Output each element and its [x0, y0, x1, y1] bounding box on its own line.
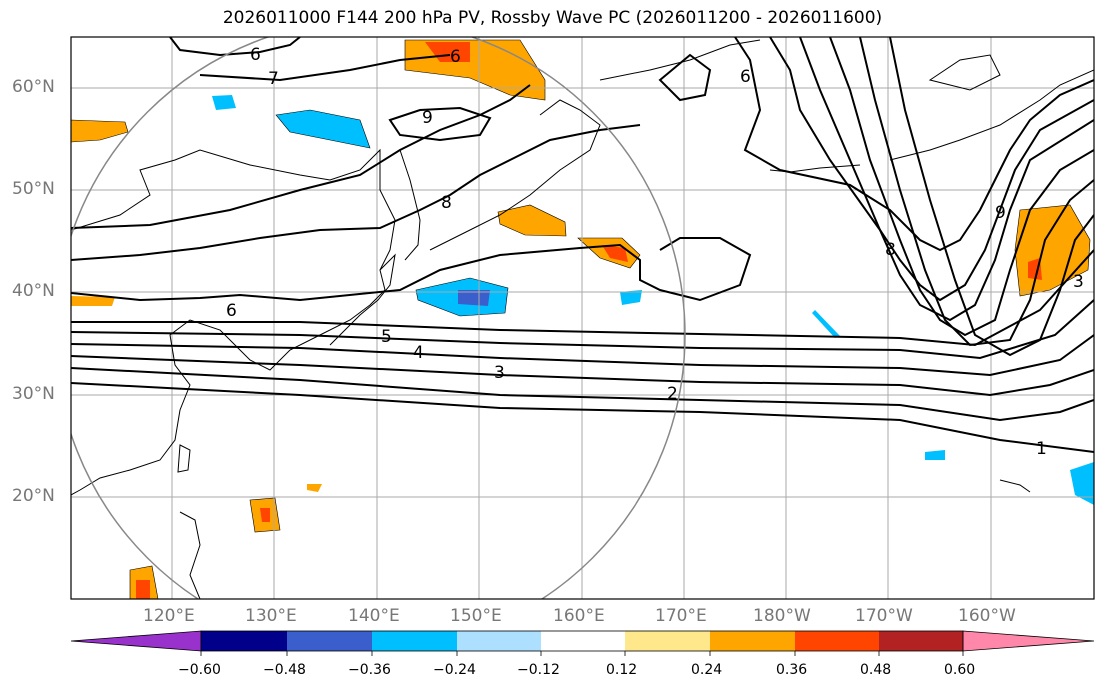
contour-label: 4 [413, 343, 424, 363]
contour-label-group: 6 7 9 8 6 6 9 8 5 4 3 2 1 6 3 [226, 45, 1084, 459]
contour-label: 6 [250, 45, 261, 65]
colorbar-tick-label: 0.48 [860, 662, 892, 678]
colorbar-tick-label: 0.12 [606, 662, 638, 678]
colorbar-tick-label: −0.24 [433, 662, 476, 678]
contour-4 [71, 334, 1094, 377]
contour-1 [71, 382, 1094, 453]
contour-east5 [859, 37, 1094, 347]
pv-contours [71, 37, 1094, 453]
colorbar-segment [625, 631, 710, 651]
lon-label: 170°W [855, 606, 913, 626]
lon-label: 120°E [143, 606, 195, 626]
contour-label: 6 [740, 67, 751, 87]
gridlines [71, 37, 1094, 599]
contour-east4 [829, 37, 1094, 337]
contour-east1 [734, 37, 1094, 252]
negative-anomaly-small [212, 95, 236, 110]
lat-label: 60°N [12, 77, 55, 97]
contour-7b [199, 54, 451, 82]
colorbar-extend-high [962, 630, 1095, 652]
lon-label: 160°W [958, 606, 1016, 626]
negative-anomaly-e20 [925, 450, 945, 460]
contour-6c [169, 37, 301, 57]
contour-label: 8 [885, 240, 896, 260]
positive-anomaly-w40 [71, 296, 115, 306]
contour-3 [71, 355, 1094, 397]
map-frame [70, 36, 1095, 600]
negative-anomaly-small2 [620, 290, 642, 305]
contour-east2 [769, 37, 1094, 302]
contour-label: 6 [226, 301, 237, 321]
colorbar-segment [287, 631, 372, 651]
lon-label: 140°E [348, 606, 400, 626]
negative-anomaly-se [1070, 462, 1094, 505]
contour-6d [658, 53, 712, 102]
contour-label: 3 [494, 363, 505, 383]
contour-label: 9 [422, 108, 433, 128]
lat-label: 40°N [12, 281, 55, 301]
contour-2 [71, 367, 1094, 422]
lon-label: 130°E [245, 606, 297, 626]
lon-label: 150°E [450, 606, 502, 626]
colorbar-tick-label: 0.36 [776, 662, 808, 678]
contour-label: 2 [667, 384, 678, 404]
negative-anomaly-streak [812, 310, 840, 338]
contour-label: 6 [450, 47, 461, 67]
positive-anomaly-s2 [307, 484, 322, 492]
colorbar-tick-label: 0.60 [944, 662, 976, 678]
contour-label: 5 [381, 327, 392, 347]
lat-label: 30°N [12, 384, 55, 404]
positive-anomaly-north [404, 39, 546, 101]
colorbar-extend-low [70, 630, 202, 652]
colorbar-tick-label: −0.60 [178, 662, 221, 678]
lat-label: 20°N [12, 486, 55, 506]
analysis-circle [71, 37, 686, 599]
contour-7 [71, 124, 641, 261]
lon-label: 160°E [553, 606, 605, 626]
colorbar-tick-label: −0.12 [517, 662, 560, 678]
negative-anomaly-sakhalin [275, 109, 371, 149]
contour-6a [71, 249, 1094, 347]
colorbar-segment [372, 631, 457, 651]
contour-label: 8 [441, 193, 452, 213]
colorbar-tick-label: −0.36 [348, 662, 391, 678]
positive-anomaly-mid1 [497, 204, 567, 237]
contour-5 [71, 299, 1094, 360]
map-title: 2026011000 F144 200 hPa PV, Rossby Wave … [222, 8, 883, 28]
colorbar-segment [795, 631, 879, 651]
lon-label: 170°E [655, 606, 707, 626]
contour-label: 7 [268, 69, 279, 89]
lat-label: 50°N [12, 179, 55, 199]
colorbar-segment [879, 631, 963, 651]
contour-label: 3 [1073, 272, 1084, 292]
contour-label: 1 [1036, 439, 1047, 459]
colorbar-tick-label: 0.24 [691, 662, 723, 678]
colorbar-segment [457, 631, 541, 651]
contour-6b [71, 237, 752, 302]
contour-8 [71, 84, 531, 229]
lon-label: 180°W [753, 606, 811, 626]
colorbar-segment [541, 631, 625, 651]
colorbar-segment [201, 631, 287, 651]
contour-9 [388, 106, 492, 142]
contour-east6 [889, 37, 1094, 357]
colorbar-tick-label: −0.48 [263, 662, 306, 678]
contour-label: 9 [995, 203, 1006, 223]
colorbar [70, 630, 1095, 656]
colorbar-segment [710, 631, 795, 651]
positive-anomaly-west [71, 119, 129, 143]
